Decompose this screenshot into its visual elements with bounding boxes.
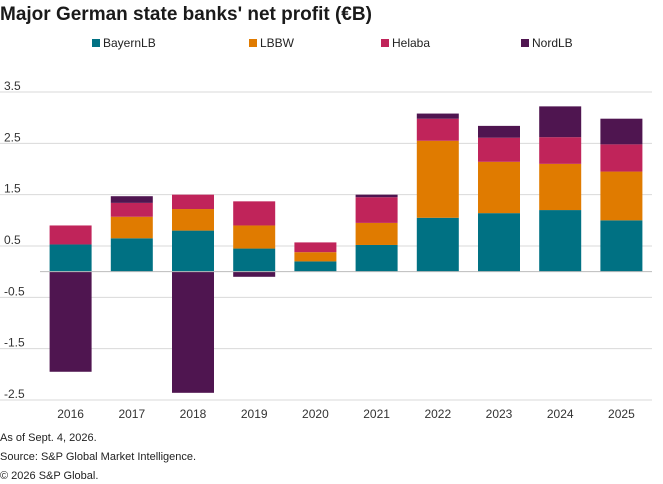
bar-segment [539, 163, 582, 211]
bar-segment [233, 201, 276, 226]
bar-segment [600, 220, 643, 272]
legend[interactable]: BayernLB LBBW Helaba NordLB [92, 36, 573, 50]
bar-segment [478, 161, 520, 214]
footnote-source: Source: S&P Global Market Intelligence. [0, 451, 197, 463]
bar-segment [172, 194, 214, 210]
bar-segment [539, 137, 582, 164]
bar-segment [294, 252, 337, 262]
legend-label: LBBW [260, 36, 295, 50]
x-tick-label: 2021 [363, 407, 390, 421]
bar-segment [233, 248, 276, 272]
x-tick-label: 2022 [424, 407, 451, 421]
bar-segment [416, 140, 459, 218]
bar-segment [600, 118, 643, 145]
x-tick-label: 2020 [302, 407, 329, 421]
x-tick-label: 2018 [180, 407, 207, 421]
bar-segment [600, 171, 643, 221]
y-tick-label: 2.5 [4, 130, 21, 144]
footnote-date: As of Sept. 4, 2026. [0, 432, 97, 444]
legend-item[interactable]: NordLB [521, 36, 573, 50]
bar-segment [49, 271, 92, 372]
bar-segment [49, 225, 92, 245]
x-tick-label: 2023 [486, 407, 513, 421]
footnote-copyright: © 2026 S&P Global. [0, 470, 99, 482]
y-axis: 3.5 2.5 1.5 0.5 -0.5 -1.5 -2.5 [4, 79, 25, 401]
bar-segment [416, 217, 459, 272]
bar-segment [355, 222, 398, 245]
y-tick-label: 0.5 [4, 233, 21, 247]
x-tick-label: 2024 [547, 407, 574, 421]
legend-swatch [381, 39, 389, 47]
bar-segment [478, 137, 520, 162]
bar-segment [172, 209, 214, 231]
legend-swatch [92, 39, 100, 47]
bar-segment [110, 216, 153, 239]
x-axis: 2016 2017 2018 2019 2020 2021 2022 2023 2024 2025 [57, 407, 635, 421]
bar-segment [355, 194, 398, 198]
bar-segment [110, 202, 153, 217]
bar-segment [478, 213, 520, 272]
bar-segment [110, 196, 153, 203]
bar-segment [539, 210, 582, 272]
legend-item[interactable]: LBBW [249, 36, 295, 50]
y-tick-label: 1.5 [4, 182, 21, 196]
bar-segment [49, 244, 92, 272]
bars [49, 106, 643, 393]
bar-segment [539, 106, 582, 138]
y-tick-label: -1.5 [4, 336, 25, 350]
legend-swatch [521, 39, 529, 47]
bar-segment [233, 225, 276, 249]
bar-segment [416, 118, 459, 141]
legend-label: Helaba [392, 36, 430, 50]
x-tick-label: 2017 [118, 407, 145, 421]
x-tick-label: 2025 [608, 407, 635, 421]
legend-item[interactable]: Helaba [381, 36, 430, 50]
bar-segment [600, 144, 643, 172]
legend-swatch [249, 39, 257, 47]
legend-label: NordLB [532, 36, 573, 50]
bar-segment [416, 113, 459, 119]
y-tick-label: 3.5 [4, 79, 21, 93]
bar-segment [172, 230, 214, 272]
bar-segment [172, 271, 214, 393]
x-tick-label: 2019 [241, 407, 268, 421]
y-tick-label: -0.5 [4, 284, 25, 298]
legend-label: BayernLB [103, 36, 156, 50]
legend-item[interactable]: BayernLB [92, 36, 156, 50]
bar-segment [294, 261, 337, 272]
x-tick-label: 2016 [57, 407, 84, 421]
bar-segment [294, 242, 337, 253]
bar-segment [478, 125, 520, 138]
y-tick-label: -2.5 [4, 387, 25, 401]
chart-title: Major German state banks' net profit (€B… [0, 4, 372, 25]
bar-segment [110, 238, 153, 272]
bar-segment [355, 197, 398, 223]
bar-segment [355, 244, 398, 272]
bar-segment [233, 271, 276, 277]
